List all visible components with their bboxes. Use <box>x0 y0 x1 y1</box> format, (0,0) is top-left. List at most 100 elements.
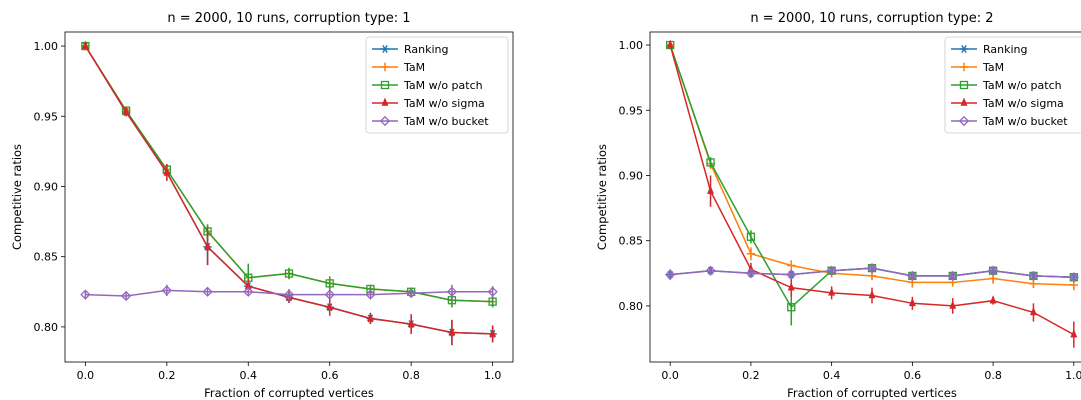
y-tick-label: 0.90 <box>619 169 644 182</box>
x-axis-label: Fraction of corrupted vertices <box>787 386 957 400</box>
legend-label: TaM w/o sigma <box>982 97 1064 110</box>
plot-area <box>665 39 1079 348</box>
x-axis-label: Fraction of corrupted vertices <box>204 386 374 400</box>
legend-marker <box>959 80 969 90</box>
data-point <box>787 303 796 312</box>
legend-label: TaM <box>403 61 425 74</box>
chart-title: n = 2000, 10 runs, corruption type: 1 <box>167 11 410 26</box>
legend-label: Ranking <box>983 43 1028 56</box>
data-point <box>283 289 295 300</box>
data-point <box>706 158 715 167</box>
y-tick-label: 0.95 <box>619 104 644 117</box>
plot-frame <box>649 31 1081 363</box>
data-point <box>1070 329 1078 338</box>
chart-title: n = 2000, 10 runs, corruption type: 2 <box>750 11 993 26</box>
x-tick-label: 0.0 <box>661 369 679 382</box>
legend-item: TaM <box>372 61 425 74</box>
data-point <box>1028 270 1039 282</box>
legend-label: Ranking <box>404 43 449 56</box>
x-tick-label: 0.2 <box>158 369 176 382</box>
data-point <box>705 265 716 276</box>
legend-marker <box>961 45 967 53</box>
legend-label: TaM w/o patch <box>982 79 1062 92</box>
data-point <box>161 285 172 296</box>
legend-item: TaM w/o bucket <box>951 115 1068 128</box>
data-point <box>786 269 797 280</box>
data-point <box>284 269 294 278</box>
legend-marker <box>960 97 968 106</box>
data-point <box>407 318 415 327</box>
data-point <box>947 270 958 282</box>
data-point <box>365 289 376 300</box>
data-point <box>120 290 132 302</box>
x-tick-label: 1.0 <box>484 369 502 382</box>
data-point <box>367 312 374 322</box>
data-point <box>665 269 676 280</box>
x-tick-label: 0.6 <box>904 369 922 382</box>
y-tick-label: 1.00 <box>34 40 59 53</box>
legend-marker <box>382 45 388 53</box>
data-point <box>746 232 756 241</box>
data-point <box>80 289 91 300</box>
legend: Ranking TaM TaM w/o patch TaM w/o sigma TaM … <box>365 36 509 134</box>
x-tick-label: 0.2 <box>742 369 760 382</box>
legend-marker <box>380 62 390 72</box>
data-point <box>204 241 211 250</box>
data-point <box>324 289 335 300</box>
plot-frame <box>64 31 514 363</box>
legend-label: TaM w/o sigma <box>403 97 485 110</box>
chart-panel-1: n = 2000, 10 runs, corruption type: 1 0.0… <box>10 11 514 400</box>
legend-label: TaM <box>982 61 1004 74</box>
legend-item: TaM w/o patch <box>951 79 1062 92</box>
x-tick-label: 1.0 <box>1065 369 1081 382</box>
legend-marker <box>381 97 389 106</box>
legend-item: Ranking <box>951 43 1028 56</box>
legend-marker <box>380 80 390 90</box>
data-point <box>745 268 757 279</box>
series-tam-w-o-sigma <box>81 40 497 346</box>
plot-area <box>80 40 498 346</box>
data-point <box>866 262 878 274</box>
x-tick-label: 0.4 <box>240 369 258 382</box>
data-point <box>1030 306 1037 316</box>
data-point <box>487 286 498 297</box>
y-tick-label: 0.90 <box>34 180 59 193</box>
data-point <box>406 288 417 299</box>
data-point <box>489 328 497 337</box>
data-point <box>666 39 674 48</box>
x-tick-label: 0.4 <box>823 369 841 382</box>
series-tam-w-o-bucket <box>665 262 1079 283</box>
x-tick-label: 0.6 <box>321 369 339 382</box>
data-point <box>122 106 130 115</box>
legend-item: TaM w/o sigma <box>372 97 485 110</box>
legend: Ranking TaM TaM w/o patch TaM w/o sigma TaM … <box>944 36 1081 134</box>
legend-item: Ranking <box>372 43 449 56</box>
legend-item: TaM w/o bucket <box>372 115 489 128</box>
legend-marker <box>379 115 391 127</box>
data-point <box>949 300 957 309</box>
x-tick-label: 0.0 <box>77 369 95 382</box>
data-point <box>787 261 796 270</box>
series-tam-w-o-bucket <box>80 284 498 302</box>
legend-marker <box>958 115 970 127</box>
y-tick-label: 0.95 <box>34 110 59 123</box>
legend-item: TaM <box>951 61 1004 74</box>
legend-box <box>944 36 1081 134</box>
data-point <box>448 327 456 336</box>
data-point <box>243 286 254 297</box>
data-point <box>989 295 997 304</box>
data-point <box>826 265 837 276</box>
data-point <box>488 297 497 306</box>
data-point <box>987 265 999 276</box>
data-point <box>787 282 795 291</box>
legend-item: TaM w/o patch <box>372 79 483 92</box>
legend-label: TaM w/o bucket <box>403 115 489 128</box>
legend-marker <box>959 62 969 72</box>
chart-panel-2: n = 2000, 10 runs, corruption type: 2 0.0… <box>595 11 1081 400</box>
data-point <box>707 185 714 194</box>
x-tick-label: 0.8 <box>402 369 420 382</box>
y-tick-label: 0.80 <box>619 300 644 313</box>
data-point <box>828 287 836 296</box>
data-point <box>446 286 458 297</box>
legend-label: TaM w/o patch <box>403 79 483 92</box>
